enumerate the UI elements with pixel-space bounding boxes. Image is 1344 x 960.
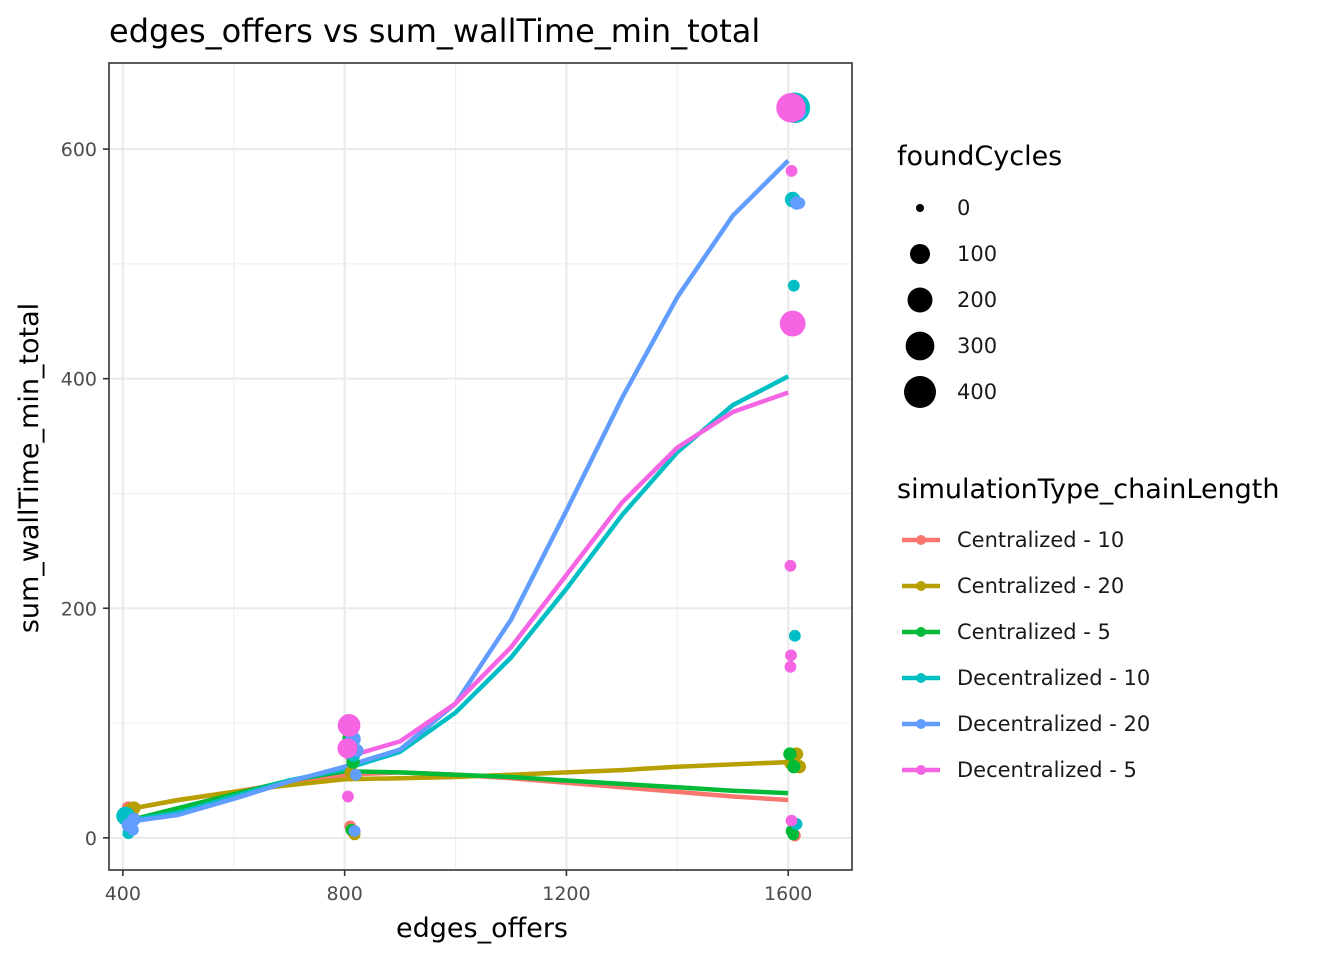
size-legend-title: foundCycles xyxy=(897,141,1062,172)
plot-border xyxy=(108,62,853,871)
color-legend-label: Centralized - 20 xyxy=(957,574,1124,598)
size-legend-label: 400 xyxy=(957,380,997,404)
y-tick-label: 200 xyxy=(61,598,97,620)
smooth-line-6 xyxy=(344,390,789,760)
size-legend-label: 200 xyxy=(957,288,997,312)
color-legend-dot xyxy=(916,627,926,637)
data-points xyxy=(116,92,811,842)
color-legend-label: Decentralized - 5 xyxy=(957,758,1137,782)
size-legend-key xyxy=(904,376,936,408)
size-legend-label: 300 xyxy=(957,334,997,358)
data-point-series-6 xyxy=(785,165,798,177)
data-point-series-5 xyxy=(127,812,141,827)
size-legend-label: 100 xyxy=(957,242,997,266)
color-legend: Centralized - 10 Centralized - 20 Centrali… xyxy=(902,528,1150,782)
color-legend-dot xyxy=(916,719,926,729)
size-legend-label: 0 xyxy=(957,196,970,220)
color-legend-label: Centralized - 10 xyxy=(957,528,1124,552)
x-tick-label: 400 xyxy=(105,883,141,905)
size-legend-key xyxy=(905,331,935,361)
x-axis: 400 800 1200 1600 xyxy=(105,870,812,905)
size-legend-key xyxy=(907,287,933,313)
grid-minor xyxy=(109,63,852,870)
grid-major xyxy=(109,63,852,870)
color-legend-dot xyxy=(916,673,926,683)
x-tick-label: 1600 xyxy=(764,883,812,905)
data-point-series-6 xyxy=(785,649,797,662)
x-tick-label: 1200 xyxy=(542,883,590,905)
data-point-series-5 xyxy=(349,768,362,781)
data-point-series-6 xyxy=(784,559,797,572)
color-legend-label: Decentralized - 10 xyxy=(957,666,1150,690)
data-point-series-5 xyxy=(348,825,361,837)
y-tick-label: 0 xyxy=(85,828,97,850)
y-axis-title: sum_wallTime_min_total xyxy=(14,303,45,633)
size-legend-key xyxy=(916,204,924,212)
x-tick-label: 800 xyxy=(327,883,363,905)
data-point-series-6 xyxy=(337,714,361,737)
x-axis-title: edges_offers xyxy=(396,913,568,944)
data-point-series-6 xyxy=(342,790,354,803)
y-tick-label: 400 xyxy=(61,369,97,391)
data-point-series-3 xyxy=(787,828,800,841)
color-legend-dot xyxy=(916,765,926,775)
data-point-series-4 xyxy=(787,279,800,292)
data-point-series-6 xyxy=(784,660,797,673)
data-point-series-3 xyxy=(783,747,797,761)
y-axis: 0 200 400 600 xyxy=(61,139,109,850)
data-point-series-6 xyxy=(779,310,806,337)
color-legend-dot xyxy=(916,535,926,545)
data-point-series-5 xyxy=(793,197,806,209)
size-legend-key xyxy=(910,244,930,264)
data-point-series-6 xyxy=(776,93,806,123)
data-point-series-6 xyxy=(785,814,798,827)
data-point-series-6 xyxy=(337,738,358,759)
smooth-lines xyxy=(127,159,790,825)
color-legend-title: simulationType_chainLength xyxy=(897,474,1280,505)
chart-title: edges_offers vs sum_wallTime_min_total xyxy=(109,12,760,50)
data-point-series-3 xyxy=(787,760,801,774)
color-legend-label: Decentralized - 20 xyxy=(957,712,1150,736)
color-legend-label: Centralized - 5 xyxy=(957,620,1111,644)
data-point-series-5 xyxy=(126,823,139,836)
color-legend-dot xyxy=(916,581,926,591)
y-tick-label: 600 xyxy=(61,139,97,161)
data-point-series-4 xyxy=(788,629,801,642)
plot-panel xyxy=(109,63,852,870)
size-legend: 0 100 200 300 400 xyxy=(904,196,997,408)
